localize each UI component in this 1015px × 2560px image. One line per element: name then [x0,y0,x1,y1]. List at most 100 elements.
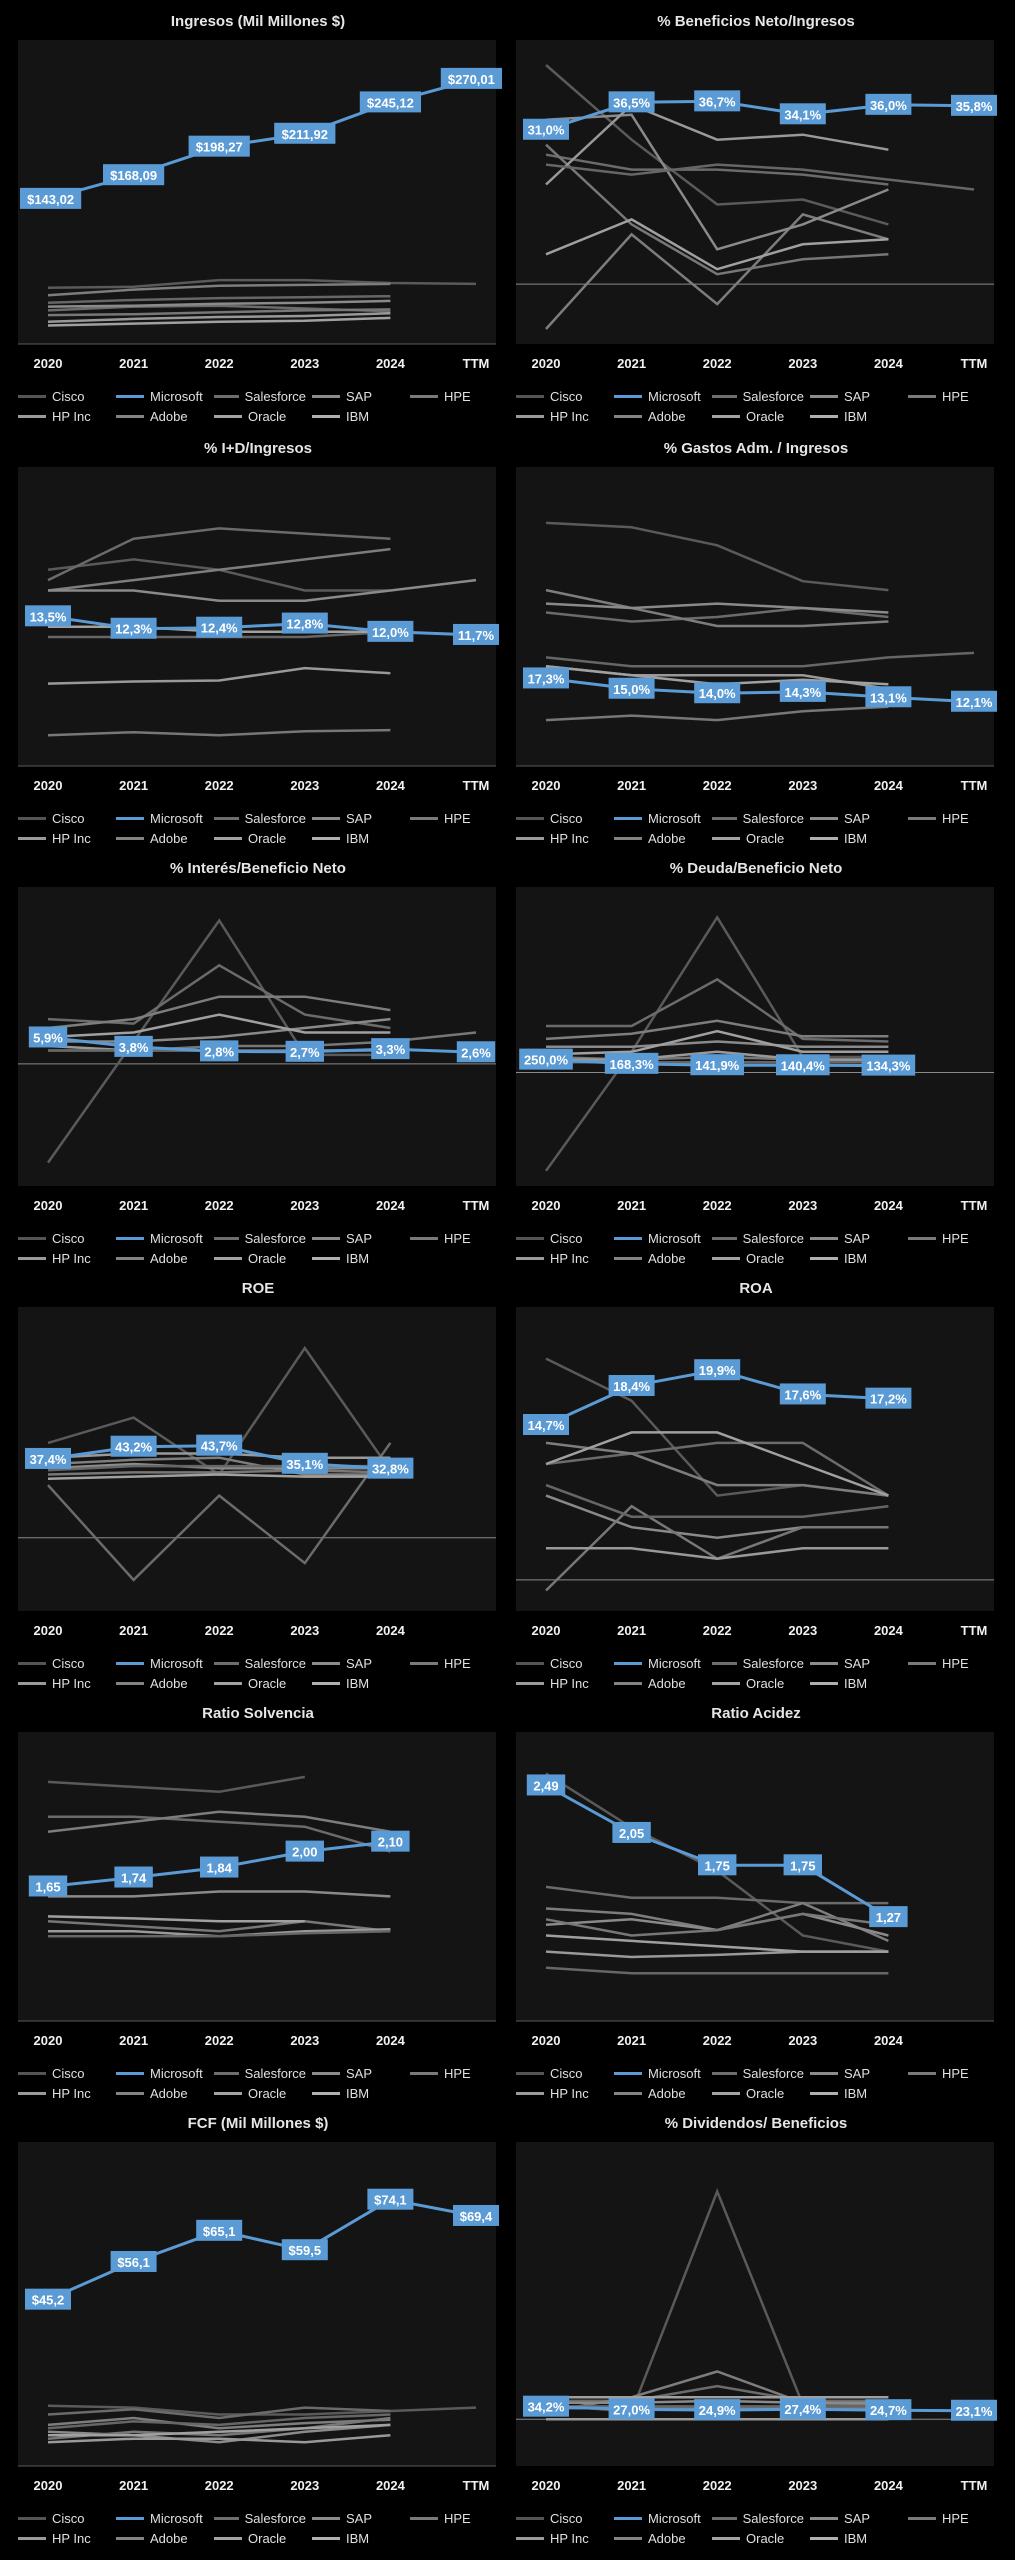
legend-item: Cisco [18,2066,110,2081]
legend-label: HPE [942,2510,969,2526]
plot-area [516,2142,994,2466]
chart-legend: Cisco Microsoft Salesforce SAP HPE HP Inc Adob… [510,2508,1002,2548]
legend-swatch [312,836,340,840]
legend-item: Microsoft [116,811,208,826]
legend-label: Salesforce [742,1230,804,1246]
legend-item: SAP [312,2066,404,2081]
legend-label: IBM [346,830,370,846]
legend-label: Microsoft [648,1655,701,1671]
data-label: 141,9% [690,1054,744,1076]
x-tick-label: TTM [463,1198,490,1213]
legend-label: Adobe [648,2530,686,2546]
svg-text:23,1%: 23,1% [956,2404,993,2419]
legend-label: HP Inc [52,1675,91,1691]
chart-svg: Ratio Acidez 2020 2021 2022 2023 2024 2,49 2,05… [516,1705,994,2048]
legend-item: Salesforce [712,1231,804,1246]
legend-swatch [908,1661,936,1665]
legend-swatch [116,2516,144,2520]
legend-swatch [810,2516,838,2520]
chart-title: % Dividendos/ Beneficios [665,2115,848,2132]
data-label: $65,1 [196,2219,243,2241]
series-line-other [47,2433,391,2444]
legend-label: Cisco [52,388,85,404]
legend-label: Salesforce [244,1230,306,1246]
legend-swatch [516,1661,544,1665]
svg-text:$245,12: $245,12 [367,95,414,110]
legend-item: Cisco [516,2066,608,2081]
svg-text:14,3%: 14,3% [784,685,821,700]
legend-label: IBM [346,1250,370,1266]
legend-label: IBM [346,2530,370,2546]
legend-label: Oracle [746,830,785,846]
legend-label: Cisco [550,1655,583,1671]
series-line-other [47,299,391,308]
legend-label: Microsoft [150,2510,203,2526]
x-tick-label: 2021 [119,2478,148,2493]
legend-swatch [810,1661,838,1665]
chart-panel: ROE 2020 2021 2022 2023 2024 37,4% 43,2% 43,7% 35… [12,1275,504,1695]
x-tick-label: TTM [463,778,490,793]
chart-panel: % Dividendos/ Beneficios 2020 2021 2022 2023… [510,2110,1002,2550]
svg-text:$143,02: $143,02 [27,192,74,207]
series-line-other [545,606,889,623]
data-label: $270,01 [440,67,502,89]
chart-panel: % I+D/Ingresos 2020 2021 2022 2023 2024 TTM 13,… [12,435,504,850]
legend-item: IBM [810,1676,902,1691]
legend-item: Cisco [516,811,608,826]
legend-item: HP Inc [516,1676,608,1691]
data-label: 43,7% [196,1434,243,1456]
legend-label: Oracle [248,2530,287,2546]
legend-label: HP Inc [550,1675,589,1691]
chart-title: % Beneficios Neto/Ingresos [657,13,855,30]
data-label: 43,2% [110,1435,157,1457]
svg-text:1,75: 1,75 [705,1858,730,1873]
legend-item: Microsoft [116,1231,208,1246]
legend-swatch [312,414,340,418]
legend-swatch [214,2071,239,2075]
data-label: 2,7% [285,1040,324,1062]
legend-label: Adobe [150,830,188,846]
legend-item: HPE [410,2066,502,2081]
x-tick-label: 2024 [376,1198,406,1213]
legend-item: Oracle [712,1251,804,1266]
legend-item: Salesforce [214,389,306,404]
legend-swatch [516,1681,544,1685]
legend-swatch [712,1661,737,1665]
legend-swatch [614,1256,642,1260]
legend-item: Oracle [712,2086,804,2101]
chart-legend: Cisco Microsoft Salesforce SAP HPE HP Inc Adob… [12,1228,504,1268]
chart-svg: % Beneficios Neto/Ingresos 2020 2021 2022 20… [516,13,997,371]
legend-label: Microsoft [648,2510,701,2526]
chart-legend: Cisco Microsoft Salesforce SAP HPE HP Inc Adob… [12,386,504,426]
series-line-other [545,143,889,276]
chart-svg: % I+D/Ingresos 2020 2021 2022 2023 2024 TTM 13,… [18,440,499,793]
svg-text:13,1%: 13,1% [870,690,907,705]
legend-swatch [410,1236,438,1240]
legend-swatch [810,414,838,418]
legend-label: HPE [444,1655,471,1671]
data-label: 2,00 [285,1840,324,1862]
legend-item: SAP [312,2511,404,2526]
legend-item: HPE [908,1656,1000,1671]
svg-text:12,1%: 12,1% [956,695,993,710]
legend-swatch [116,394,144,398]
legend-swatch [116,2536,144,2540]
legend-swatch [18,1681,46,1685]
series-line-other [47,2416,391,2430]
legend-label: HPE [942,388,969,404]
legend-swatch [810,836,838,840]
x-tick-label: 2023 [788,2478,817,2493]
data-label: $198,27 [188,135,250,157]
legend-swatch [614,2536,642,2540]
legend-label: HP Inc [550,830,589,846]
legend-swatch [410,816,438,820]
chart-panel: % Beneficios Neto/Ingresos 2020 2021 2022 20… [510,8,1002,428]
x-tick-label: 2024 [874,2478,904,2493]
series-line-other [47,995,391,1030]
svg-text:32,8%: 32,8% [372,1462,409,1477]
legend-swatch [116,2091,144,2095]
legend-item: Adobe [116,831,208,846]
data-label: 17,2% [865,1387,912,1409]
legend-item: IBM [312,2086,404,2101]
legend-item: Adobe [116,1676,208,1691]
